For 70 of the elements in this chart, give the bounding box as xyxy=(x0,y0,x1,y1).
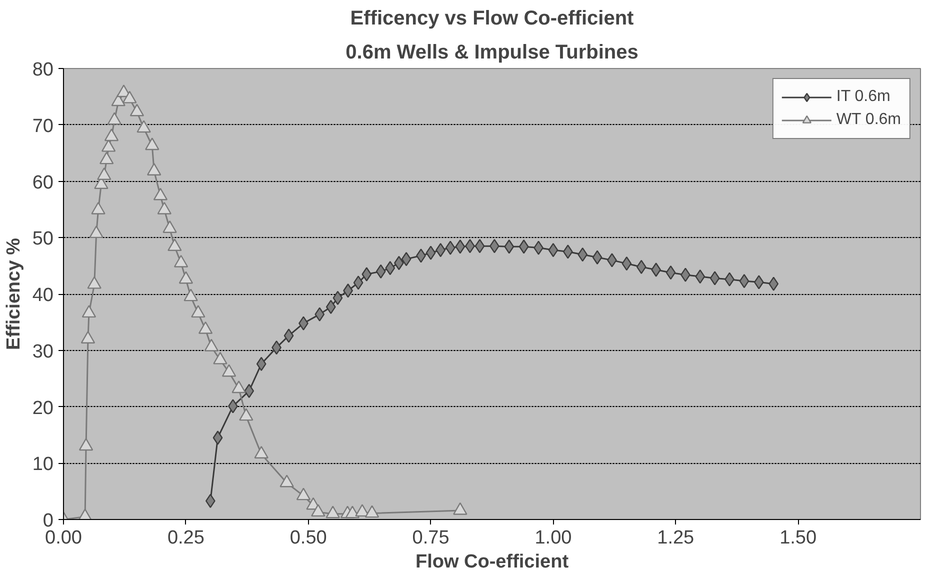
point xyxy=(445,240,456,255)
point xyxy=(222,364,236,377)
point xyxy=(385,260,396,276)
point xyxy=(504,240,514,254)
point xyxy=(326,506,340,518)
point xyxy=(754,275,764,290)
point xyxy=(204,338,218,352)
point xyxy=(212,430,223,445)
point xyxy=(353,276,364,290)
point xyxy=(254,446,268,458)
y-axis-title: Efficiency % xyxy=(3,238,24,350)
x-tick-label: 0.25 xyxy=(167,528,204,548)
point xyxy=(426,246,436,260)
point xyxy=(198,321,213,334)
point xyxy=(184,288,198,302)
point xyxy=(362,267,372,282)
point xyxy=(636,260,646,274)
point xyxy=(326,300,336,314)
point xyxy=(695,269,706,284)
point xyxy=(578,247,588,262)
point xyxy=(244,384,254,398)
y-tick-label: 80 xyxy=(32,60,54,80)
point xyxy=(256,356,266,372)
point xyxy=(78,438,94,451)
point xyxy=(284,328,294,343)
point xyxy=(436,242,446,258)
legend-label: IT 0.6m xyxy=(836,88,890,106)
point xyxy=(191,305,206,318)
point xyxy=(280,474,294,488)
point xyxy=(666,265,676,280)
y-tick-label: 30 xyxy=(32,341,54,362)
chart-subtitle: 0.6m Wells & Impulse Turbines xyxy=(346,42,638,64)
y-tick-label: 50 xyxy=(32,228,54,250)
point xyxy=(622,256,632,271)
point xyxy=(311,504,326,517)
point xyxy=(562,244,573,259)
x-tick-label: 0.75 xyxy=(412,528,450,548)
point xyxy=(768,276,779,291)
point xyxy=(739,274,750,288)
point xyxy=(518,240,529,254)
y-tick-label: 60 xyxy=(32,172,54,194)
point xyxy=(239,408,254,421)
point xyxy=(710,271,720,286)
point xyxy=(376,264,386,279)
point xyxy=(232,380,246,394)
x-tick-label: 0.50 xyxy=(290,528,327,548)
point xyxy=(455,240,466,254)
point xyxy=(213,352,228,364)
x-tick-label: 1.25 xyxy=(657,528,694,548)
point xyxy=(592,250,602,264)
y-tick-label: 10 xyxy=(32,454,54,476)
point xyxy=(453,502,468,515)
y-tick-label: 40 xyxy=(32,285,54,306)
point xyxy=(474,238,485,254)
point xyxy=(314,307,325,322)
point xyxy=(296,488,311,500)
chart-title: Efficency vs Flow Co-efficient xyxy=(350,8,634,30)
x-tick-label: 1.00 xyxy=(534,528,572,548)
y-tick-label: 70 xyxy=(32,116,54,137)
legend-label: WT 0.6m xyxy=(836,111,901,129)
point xyxy=(80,330,96,344)
point xyxy=(548,242,558,258)
point xyxy=(332,290,343,306)
x-axis-title: Flow Co-efficient xyxy=(415,552,570,572)
point xyxy=(82,305,96,318)
point xyxy=(401,252,412,266)
y-tick-label: 20 xyxy=(32,398,54,419)
point xyxy=(364,505,380,518)
x-tick-label: 1.50 xyxy=(780,528,817,548)
point xyxy=(345,506,360,518)
